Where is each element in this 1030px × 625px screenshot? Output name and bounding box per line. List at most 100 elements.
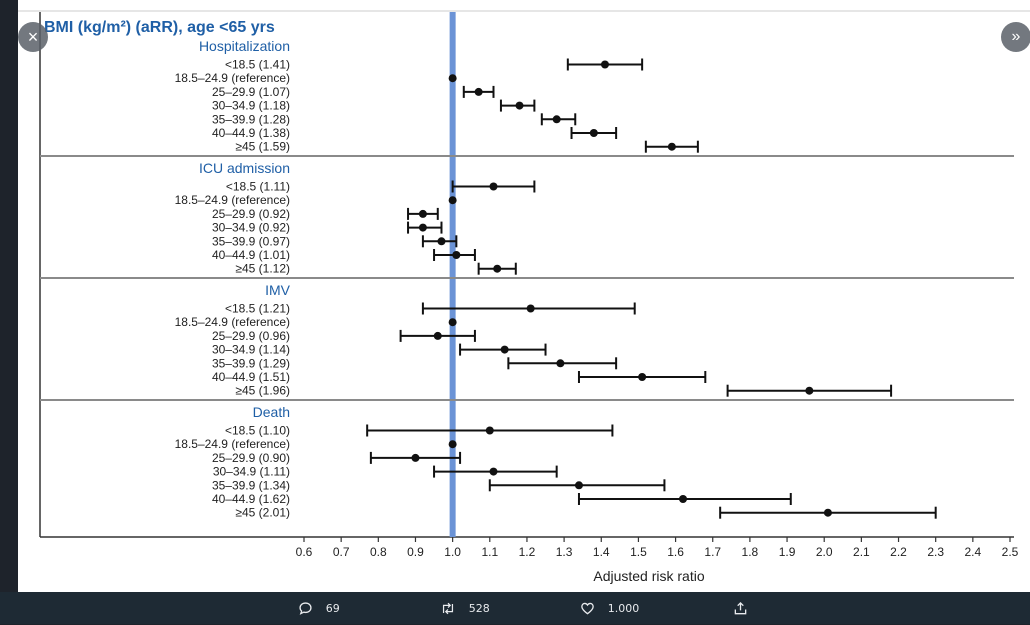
close-icon[interactable]: × (18, 22, 48, 52)
speech-bubble-icon (298, 599, 318, 617)
point-estimate (493, 264, 502, 273)
share-icon (733, 599, 748, 617)
point-estimate (448, 440, 457, 449)
like-count: 1.000 (607, 602, 640, 615)
row-label: 18.5–24.9 (reference) (175, 315, 290, 329)
point-estimate (574, 481, 583, 490)
x-tick-label: 2.1 (853, 545, 870, 559)
row-label: ≥45 (1.12) (235, 262, 290, 276)
row-label: 25–29.9 (1.07) (212, 85, 290, 99)
point-estimate (418, 209, 427, 218)
chart-title: BMI (kg/m²) (aRR), age <65 yrs (44, 19, 275, 36)
x-tick-label: 0.8 (370, 545, 387, 559)
x-tick-label: 2.4 (964, 545, 981, 559)
image-top-edge (18, 10, 1030, 12)
row-label: 30–34.9 (1.14) (212, 343, 290, 357)
tweet-action-bar: 69 528 1.000 (0, 592, 1030, 624)
point-estimate (679, 495, 688, 503)
point-estimate (452, 251, 461, 259)
point-estimate (600, 60, 609, 69)
row-label: <18.5 (1.11) (226, 180, 290, 194)
chart-image: BMI (kg/m²) (aRR), age <65 yrs Hospitaliz… (18, 0, 1030, 592)
x-tick-label: 1.4 (593, 545, 610, 559)
point-estimate (448, 318, 457, 327)
panel-heading: Death (253, 404, 290, 420)
row-label: ≥45 (1.59) (235, 140, 290, 154)
reply-count: 69 (325, 602, 340, 615)
row-label: 30–34.9 (1.18) (212, 99, 290, 113)
x-tick-label: 2.5 (1002, 545, 1019, 559)
point-estimate (485, 426, 494, 435)
point-estimate (823, 508, 832, 517)
row-label: 35–39.9 (0.97) (212, 234, 290, 248)
reply-button[interactable]: 69 (298, 592, 340, 624)
x-axis-label: Adjusted risk ratio (593, 568, 704, 584)
x-tick-label: 1.1 (481, 545, 498, 559)
viewer-backdrop (0, 0, 18, 594)
x-tick-label: 1.7 (704, 545, 721, 559)
row-label: 25–29.9 (0.96) (212, 329, 290, 343)
row-label: 40–44.9 (1.51) (212, 370, 290, 384)
x-tick-label: 1.5 (630, 545, 647, 559)
x-tick-label: 1.3 (556, 545, 573, 559)
row-label: 35–39.9 (1.34) (212, 478, 290, 492)
point-estimate (433, 331, 442, 340)
point-estimate (500, 345, 509, 354)
row-label: 25–29.9 (0.90) (212, 451, 290, 465)
x-tick-label: 0.6 (296, 545, 313, 559)
row-label: 30–34.9 (0.92) (212, 221, 290, 235)
retweet-button[interactable]: 528 (440, 592, 490, 624)
like-button[interactable]: 1.000 (580, 592, 639, 624)
point-estimate (552, 115, 561, 124)
retweet-count: 528 (468, 602, 490, 615)
point-estimate (526, 304, 535, 313)
row-label: 40–44.9 (1.01) (212, 248, 290, 262)
next-image-icon[interactable]: » (1001, 22, 1030, 52)
reference-line (449, 12, 456, 537)
row-label: 40–44.9 (1.62) (212, 492, 290, 506)
panel-heading: ICU admission (199, 160, 290, 176)
point-estimate (489, 467, 498, 476)
x-tick-label: 2.3 (927, 545, 944, 559)
x-tick-label: 1.2 (519, 545, 536, 559)
point-estimate (448, 196, 457, 205)
row-label: 18.5–24.9 (reference) (175, 71, 290, 85)
row-label: <18.5 (1.41) (225, 58, 290, 72)
row-label: <18.5 (1.21) (225, 302, 290, 316)
point-estimate (448, 74, 457, 83)
point-estimate (589, 129, 598, 137)
point-estimate (638, 373, 647, 381)
point-estimate (418, 223, 427, 232)
forest-plot: BMI (kg/m²) (aRR), age <65 yrs Hospitaliz… (39, 12, 1019, 584)
point-estimate (437, 237, 446, 246)
share-button[interactable] (733, 592, 756, 624)
row-label: 35–39.9 (1.29) (212, 356, 290, 370)
panel-heading: Hospitalization (199, 38, 290, 54)
row-label: 25–29.9 (0.92) (212, 207, 290, 221)
x-tick-label: 0.7 (333, 545, 350, 559)
row-label: ≥45 (1.96) (235, 384, 290, 398)
point-estimate (667, 142, 676, 151)
point-estimate (805, 386, 814, 395)
point-estimate (556, 359, 565, 368)
x-tick-label: 1.9 (779, 545, 796, 559)
row-label: 30–34.9 (1.11) (213, 465, 290, 479)
point-estimate (489, 182, 498, 191)
x-tick-label: 1.0 (444, 545, 461, 559)
x-tick-label: 0.9 (407, 545, 424, 559)
x-tick-label: 2.0 (816, 545, 833, 559)
x-tick-label: 1.6 (667, 545, 684, 559)
heart-icon (580, 599, 600, 617)
point-estimate (411, 453, 420, 462)
row-label: 18.5–24.9 (reference) (175, 193, 290, 207)
x-tick-label: 2.2 (890, 545, 907, 559)
row-label: ≥45 (2.01) (235, 506, 290, 520)
row-label: 18.5–24.9 (reference) (175, 437, 290, 451)
row-label: <18.5 (1.10) (225, 424, 290, 438)
row-label: 35–39.9 (1.28) (212, 112, 290, 126)
point-estimate (474, 87, 483, 96)
panel-heading: IMV (265, 282, 291, 298)
retweet-icon (440, 599, 461, 617)
row-label: 40–44.9 (1.38) (212, 126, 290, 140)
